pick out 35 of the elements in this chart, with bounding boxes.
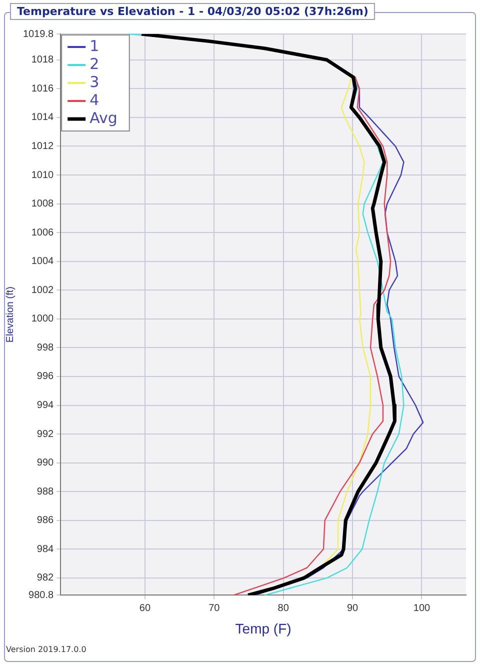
y-tick-label: 994 <box>36 400 54 412</box>
y-tick-label: 986 <box>36 515 54 526</box>
y-tick-label: 1016 <box>31 83 54 94</box>
y-tick-label: 1018 <box>31 54 54 66</box>
x-tick-label: 80 <box>278 602 290 614</box>
y-tick-label: 990 <box>36 458 54 469</box>
text: Version 2019.17.0.0 <box>6 645 86 654</box>
x-tick-label: 100 <box>413 602 430 614</box>
legend-label: 3 <box>90 72 100 91</box>
y-tick-label: 1006 <box>31 227 54 238</box>
y-tick-label: 1014 <box>31 112 54 124</box>
y-tick-label: 1000 <box>31 314 54 325</box>
y-tick-label: 1002 <box>31 284 54 296</box>
y-tick-label: 982 <box>36 572 54 584</box>
x-axis-title: Temp (F) <box>235 620 292 636</box>
legend-label: Avg <box>90 108 118 127</box>
y-tick-label: 988 <box>36 486 54 498</box>
legend-label: 2 <box>90 54 100 73</box>
y-tick-label: 1008 <box>31 198 54 210</box>
y-axis-title: Elevation (ft) <box>4 286 16 343</box>
legend-label: 4 <box>90 90 100 109</box>
y-tick-label: 1010 <box>31 170 54 181</box>
y-tick-label: 984 <box>36 544 54 555</box>
legend-label: 1 <box>90 36 100 55</box>
x-tick-label: 60 <box>139 602 151 614</box>
x-tick-label: 90 <box>346 602 359 614</box>
y-tick-label: 992 <box>36 428 54 440</box>
y-tick-label: 1004 <box>31 256 54 268</box>
y-tick-label: 1019.8 <box>22 28 54 40</box>
y-tick-label: 996 <box>36 371 54 382</box>
chart-title: Temperature vs Elevation - 1 - 04/03/20 05:02 (37h:26m) <box>10 3 376 20</box>
y-tick-label: 980.8 <box>28 590 54 601</box>
x-tick-label: 70 <box>208 602 220 614</box>
y-tick-label: 1012 <box>31 140 54 152</box>
y-tick-label: 998 <box>36 342 54 354</box>
